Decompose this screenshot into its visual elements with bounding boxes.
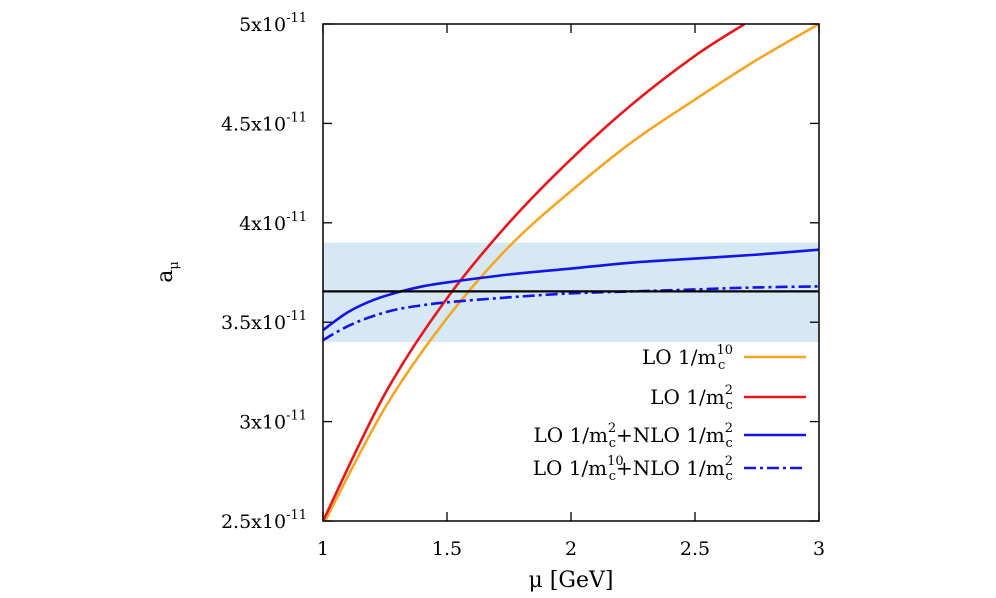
legend-entry: LO 1/m10 c (642, 343, 806, 373)
legend-label: LO 1/m10 c (642, 343, 733, 373)
tick-layer: 1 1.5 2 2.5 32.5x10-113x10-113.5x10-114x10-1… (221, 11, 825, 560)
x-tick-label: 1 (317, 538, 329, 560)
legend: LO 1/m10 c LO 1/m2 c LO 1/m2 c+NLO 1/m2 cLO 1/… (533, 343, 806, 484)
y-tick-label: 5x10-11 (239, 11, 307, 36)
y-tick-label: 4x10-11 (239, 210, 307, 235)
y-axis-label-sub: μ (167, 261, 182, 269)
y-tick-mantissa: 3.5x10 (221, 312, 286, 334)
series-line-4 (323, 285, 819, 342)
y-tick-mantissa: 5x10 (239, 14, 286, 36)
series-layer (323, 24, 819, 521)
y-tick-exponent: -11 (286, 110, 307, 125)
series-line-3 (323, 248, 819, 332)
y-tick-label: 3x10-11 (239, 409, 307, 434)
y-tick-exponent: -11 (286, 11, 307, 26)
x-tick-label: 1.5 (432, 538, 462, 560)
y-tick-label: 4.5x10-11 (221, 110, 307, 135)
legend-entry: LO 1/m2 c (650, 383, 806, 413)
x-tick-label: 2.5 (680, 538, 710, 560)
legend-label: LO 1/m2 c (650, 383, 733, 413)
legend-entry: LO 1/m2 c+NLO 1/m2 c (533, 421, 806, 451)
series-line-2 (323, 24, 746, 521)
y-tick-mantissa: 4x10 (239, 213, 286, 235)
legend-entry: LO 1/m10 c+NLO 1/m2 c (533, 454, 806, 484)
y-tick-label: 2.5x10-11 (221, 508, 307, 533)
y-tick-mantissa: 3x10 (239, 412, 286, 434)
legend-label: LO 1/m10 c+NLO 1/m2 c (533, 454, 733, 484)
y-axis-label-base: a (153, 270, 178, 283)
y-tick-mantissa: 4.5x10 (221, 113, 286, 135)
x-tick-label: 2 (565, 538, 577, 560)
y-tick-exponent: -11 (286, 309, 307, 324)
y-tick-exponent: -11 (286, 409, 307, 424)
x-tick-label: 3 (813, 538, 825, 560)
y-axis-label: aμ (153, 261, 182, 283)
y-tick-exponent: -11 (286, 210, 307, 225)
x-axis-label: μ [GeV] (529, 568, 614, 593)
y-tick-exponent: -11 (286, 508, 307, 523)
y-tick-mantissa: 2.5x10 (221, 511, 286, 533)
y-tick-label: 3.5x10-11 (221, 309, 307, 334)
legend-label: LO 1/m2 c+NLO 1/m2 c (533, 421, 733, 451)
series-line-1 (323, 24, 819, 521)
